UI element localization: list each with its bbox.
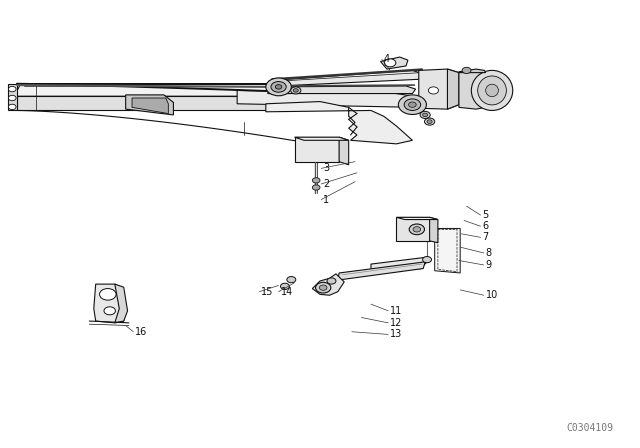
Text: 16: 16	[135, 327, 147, 337]
Text: 15: 15	[261, 287, 274, 297]
Text: 4: 4	[384, 54, 390, 64]
Text: 10: 10	[486, 290, 498, 300]
Text: 1: 1	[323, 194, 330, 205]
Polygon shape	[8, 84, 17, 111]
Polygon shape	[17, 96, 269, 111]
Polygon shape	[115, 284, 127, 323]
Circle shape	[266, 78, 291, 96]
Circle shape	[280, 283, 289, 289]
Text: 7: 7	[483, 233, 489, 242]
Text: 3: 3	[323, 164, 330, 173]
Circle shape	[100, 289, 116, 300]
Circle shape	[404, 99, 420, 111]
Circle shape	[8, 95, 16, 101]
Polygon shape	[125, 95, 173, 115]
Text: 8: 8	[486, 248, 492, 258]
Circle shape	[422, 113, 428, 116]
Circle shape	[287, 276, 296, 283]
Polygon shape	[338, 262, 425, 280]
Polygon shape	[447, 69, 459, 109]
Circle shape	[424, 118, 435, 125]
Polygon shape	[371, 258, 427, 274]
Polygon shape	[312, 274, 344, 295]
Circle shape	[8, 86, 16, 92]
Circle shape	[413, 227, 420, 232]
Text: 9: 9	[486, 260, 492, 270]
Circle shape	[327, 278, 336, 284]
Circle shape	[275, 85, 282, 89]
Text: C0304109: C0304109	[566, 423, 613, 433]
Ellipse shape	[471, 70, 513, 111]
Circle shape	[462, 67, 471, 73]
Polygon shape	[17, 84, 320, 96]
Circle shape	[312, 185, 320, 190]
Polygon shape	[459, 70, 486, 109]
Text: 13: 13	[390, 329, 403, 340]
Ellipse shape	[477, 76, 506, 105]
Text: 6: 6	[483, 221, 488, 231]
Text: 2: 2	[323, 179, 330, 189]
Text: 14: 14	[280, 287, 292, 297]
Polygon shape	[419, 69, 459, 109]
Circle shape	[319, 285, 327, 290]
Text: 11: 11	[390, 306, 403, 316]
Polygon shape	[268, 86, 415, 94]
Polygon shape	[396, 217, 429, 241]
Circle shape	[291, 87, 301, 94]
Polygon shape	[294, 137, 349, 140]
Polygon shape	[339, 137, 349, 165]
Polygon shape	[132, 98, 168, 114]
Circle shape	[8, 104, 16, 110]
Circle shape	[409, 224, 424, 235]
Circle shape	[420, 112, 430, 118]
Text: 12: 12	[390, 318, 403, 328]
Circle shape	[385, 59, 396, 67]
Circle shape	[398, 95, 426, 115]
Circle shape	[428, 87, 438, 94]
Polygon shape	[94, 284, 124, 323]
Circle shape	[271, 82, 286, 92]
Circle shape	[408, 102, 416, 108]
Polygon shape	[269, 70, 422, 86]
Circle shape	[316, 282, 331, 293]
Text: 5: 5	[483, 210, 489, 220]
Polygon shape	[396, 217, 438, 220]
Polygon shape	[381, 57, 408, 69]
Polygon shape	[266, 102, 412, 144]
Polygon shape	[294, 137, 339, 162]
Circle shape	[104, 307, 115, 315]
Circle shape	[312, 178, 320, 183]
Ellipse shape	[486, 84, 499, 97]
Circle shape	[422, 257, 431, 263]
Polygon shape	[435, 228, 460, 273]
Circle shape	[293, 89, 298, 92]
Circle shape	[427, 120, 432, 123]
Polygon shape	[237, 90, 435, 108]
Polygon shape	[429, 217, 438, 243]
Polygon shape	[459, 69, 486, 73]
